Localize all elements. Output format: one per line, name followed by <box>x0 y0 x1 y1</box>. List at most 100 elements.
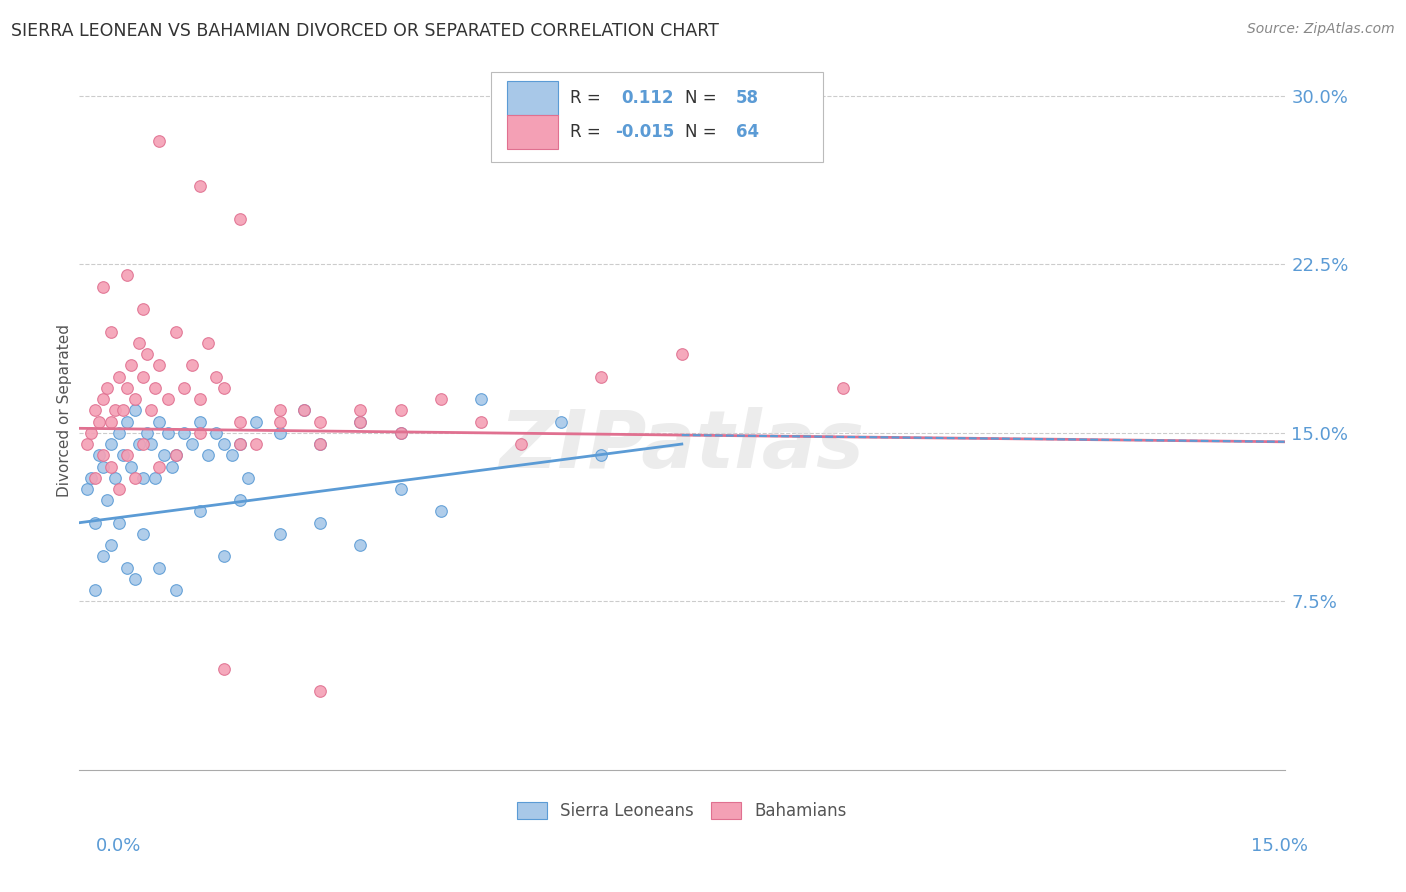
Text: 0.0%: 0.0% <box>96 837 141 855</box>
Point <box>132 302 155 317</box>
Point <box>188 415 211 429</box>
Point <box>510 437 533 451</box>
Point <box>84 471 107 485</box>
Point <box>349 415 371 429</box>
Point <box>292 403 315 417</box>
Point <box>104 471 127 485</box>
Point <box>831 381 853 395</box>
Point <box>165 583 187 598</box>
Text: 15.0%: 15.0% <box>1250 837 1308 855</box>
Point <box>188 504 211 518</box>
Point <box>117 415 139 429</box>
Point <box>117 560 139 574</box>
Point <box>180 359 202 373</box>
Point <box>124 403 146 417</box>
Point <box>245 437 267 451</box>
Point <box>124 471 146 485</box>
Point <box>84 583 107 598</box>
Point <box>269 425 291 440</box>
Point <box>108 425 131 440</box>
Point <box>96 493 118 508</box>
Point <box>89 415 111 429</box>
Point <box>148 359 170 373</box>
Point <box>89 448 111 462</box>
Point <box>136 347 159 361</box>
Text: N =: N = <box>686 123 717 141</box>
Point <box>76 482 98 496</box>
Point <box>204 425 226 440</box>
Point <box>100 538 122 552</box>
Bar <box>508 115 558 149</box>
Point <box>309 516 332 530</box>
Point <box>349 415 371 429</box>
Point <box>173 381 195 395</box>
Text: -0.015: -0.015 <box>616 123 675 141</box>
Point <box>145 381 167 395</box>
Bar <box>508 81 558 115</box>
Text: ZIPatlas: ZIPatlas <box>499 408 865 485</box>
Point <box>156 425 179 440</box>
Point <box>160 459 183 474</box>
Point <box>108 482 131 496</box>
Point <box>132 527 155 541</box>
Point <box>120 359 142 373</box>
Point <box>117 268 139 283</box>
Point <box>470 415 492 429</box>
Point <box>292 403 315 417</box>
Point <box>309 437 332 451</box>
Point <box>141 403 163 417</box>
Point <box>165 448 187 462</box>
Point <box>108 516 131 530</box>
Point <box>229 212 252 227</box>
Point <box>212 549 235 564</box>
Point <box>124 392 146 406</box>
Point <box>156 392 179 406</box>
Point <box>221 448 243 462</box>
Point <box>100 325 122 339</box>
Point <box>148 415 170 429</box>
Point <box>91 459 114 474</box>
Point <box>245 415 267 429</box>
Text: 58: 58 <box>737 89 759 107</box>
Point <box>104 403 127 417</box>
Point <box>132 471 155 485</box>
Point <box>84 403 107 417</box>
Point <box>120 459 142 474</box>
Text: R =: R = <box>569 123 600 141</box>
Point <box>236 471 259 485</box>
Point <box>229 437 252 451</box>
Point <box>128 335 150 350</box>
Point <box>91 279 114 293</box>
Point <box>148 560 170 574</box>
Point <box>188 392 211 406</box>
Point <box>173 425 195 440</box>
Point <box>309 684 332 698</box>
Point <box>141 437 163 451</box>
Text: SIERRA LEONEAN VS BAHAMIAN DIVORCED OR SEPARATED CORRELATION CHART: SIERRA LEONEAN VS BAHAMIAN DIVORCED OR S… <box>11 22 718 40</box>
Point <box>132 369 155 384</box>
Point <box>112 448 135 462</box>
Point <box>389 403 412 417</box>
Point <box>429 392 451 406</box>
Point <box>389 482 412 496</box>
Point <box>429 504 451 518</box>
Text: 64: 64 <box>737 123 759 141</box>
Point <box>128 437 150 451</box>
Text: 0.112: 0.112 <box>621 89 673 107</box>
Point <box>212 381 235 395</box>
Point <box>91 392 114 406</box>
Point <box>269 415 291 429</box>
Point <box>96 381 118 395</box>
Legend: Sierra Leoneans, Bahamians: Sierra Leoneans, Bahamians <box>510 795 853 826</box>
FancyBboxPatch shape <box>491 72 823 162</box>
Point <box>229 493 252 508</box>
Point <box>124 572 146 586</box>
Point <box>389 425 412 440</box>
Point <box>212 662 235 676</box>
Point <box>349 538 371 552</box>
Point <box>152 448 174 462</box>
Point <box>136 425 159 440</box>
Point <box>100 415 122 429</box>
Point <box>148 459 170 474</box>
Point <box>309 437 332 451</box>
